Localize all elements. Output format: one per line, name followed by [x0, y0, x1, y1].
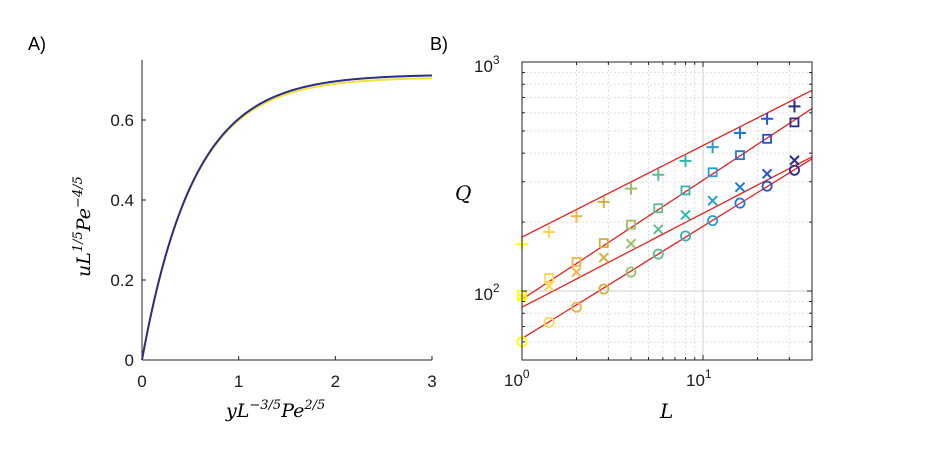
- panel-b-fit-plus-line: [521, 89, 813, 238]
- panel-b-square-marker: [544, 273, 554, 283]
- panel-b-square-marker: [707, 167, 718, 178]
- panel-b-circle-marker: [598, 283, 610, 295]
- panel-b-square-marker: [789, 117, 800, 128]
- panel-b-xlabel: L: [659, 399, 673, 423]
- panel-b-plot: [516, 61, 813, 361]
- panel-a-ytick-label: 0.2: [110, 271, 134, 290]
- panel-b-xtick-label: 100: [504, 367, 530, 390]
- panel-b-label: B): [430, 34, 448, 54]
- panel-b-cross-marker: [543, 280, 555, 292]
- panel-b-circle-marker: [707, 215, 719, 227]
- panel-b-circle-marker: [543, 316, 555, 328]
- panel-a-xtick-label: 0: [137, 372, 146, 391]
- panel-b-cross-marker: [707, 195, 718, 206]
- panel-b-square-marker: [598, 238, 609, 248]
- panel-b-xtick-label: 101: [686, 367, 712, 390]
- panel-b-cross-marker: [598, 252, 609, 263]
- panel-b-ytick-label: 103: [474, 53, 500, 76]
- panel-a-ytick-label: 0.6: [110, 111, 134, 130]
- panel-b-square-marker: [571, 257, 582, 267]
- panel-b-plus-marker: [570, 210, 583, 223]
- panel-b-square-marker: [735, 150, 745, 161]
- panel-b-circle-marker: [652, 248, 664, 260]
- panel-a-xtick-label: 3: [427, 372, 436, 391]
- panel-b-circle-marker: [761, 180, 773, 192]
- panel-b-square-marker: [626, 219, 636, 230]
- panel-b-circle-marker: [788, 164, 800, 176]
- panel-b-plus-marker: [679, 154, 692, 167]
- panel-b-ylabel: Q: [455, 181, 471, 205]
- panel-b-plus-marker: [761, 112, 774, 125]
- panel-b-cross-marker: [789, 155, 800, 166]
- panel-a-ytick-label: 0.4: [110, 191, 134, 210]
- panel-b-circle-marker: [625, 266, 637, 278]
- panel-b-plot-area: [522, 62, 812, 360]
- panel-b-plus-marker: [706, 141, 719, 154]
- panel-a-xlabel: yL−3/5Pe2/5: [225, 398, 325, 422]
- panel-b-plus-marker: [733, 126, 746, 139]
- panel-b-fit-cross-line: [521, 156, 813, 308]
- panel-b-plus-marker: [624, 182, 637, 195]
- panel-a-plot: 0 1 2 3 0 0.2 0.4 0.6: [110, 60, 437, 391]
- panel-b-cross-marker: [734, 182, 746, 193]
- panel-b-circle-marker: [734, 197, 746, 209]
- panel-b-cross-marker: [680, 209, 691, 221]
- panel-a-xtick-label: 2: [331, 372, 340, 391]
- panel-b-frame: [521, 61, 813, 361]
- panel-b-cross-marker: [571, 266, 582, 278]
- panel-a-ylabel: uL1/5Pe−4/5: [71, 176, 95, 277]
- panel-b-ytick-label: 102: [474, 281, 500, 304]
- panel-b-plus-marker: [652, 168, 665, 181]
- panel-b-circle-marker: [679, 230, 691, 242]
- panel-a-xtick-label: 1: [234, 372, 243, 391]
- panel-b-square-marker: [762, 133, 773, 144]
- panel-a-ytick-label: 0: [125, 351, 134, 370]
- panel-a-label: A): [28, 34, 46, 54]
- panel-b-plus-marker: [543, 226, 556, 239]
- panel-b-square-marker: [653, 203, 664, 214]
- panel-b-cross-marker: [761, 168, 773, 180]
- panel-b-plus-marker: [788, 100, 801, 113]
- panel-b-plus-marker: [597, 195, 610, 208]
- panel-b-circle-marker: [570, 301, 582, 313]
- panel-b-cross-marker: [653, 224, 664, 235]
- panel-a-profile-yellow-line: [141, 77, 433, 361]
- panel-b-cross-marker: [625, 238, 637, 249]
- panel-b-square-marker: [680, 185, 691, 196]
- panel-a-profile-blue-line: [141, 74, 433, 361]
